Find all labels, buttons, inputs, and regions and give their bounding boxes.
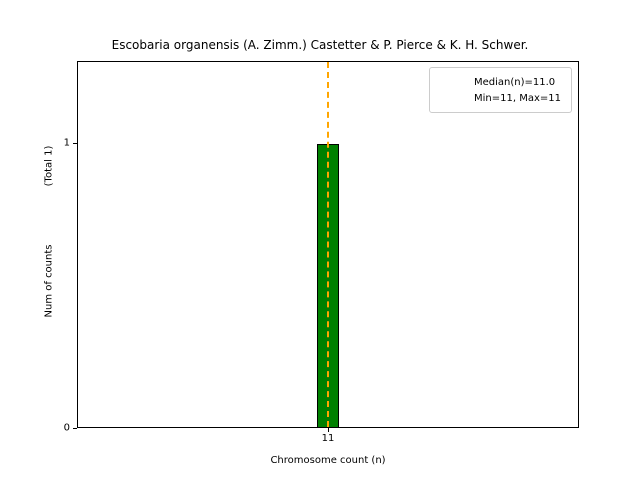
x-tick-label-11: 11 (321, 433, 335, 444)
median-line (327, 62, 329, 427)
y-tick-mark-1 (73, 143, 77, 145)
y-tick-label-1: 1 (63, 137, 70, 149)
plot-area (77, 61, 579, 428)
legend-label-minmax: Min=11, Max=11 (474, 92, 561, 104)
y-tick-mark-0 (73, 428, 77, 429)
y-tick-label-0: 0 (63, 422, 70, 434)
y-axis-label: Num of counts (43, 244, 55, 318)
legend-entry-median: Median(n)=11.0 (438, 74, 561, 90)
legend-entry-minmax: Min=11, Max=11 (438, 90, 561, 106)
chart-title: Escobaria organensis (A. Zimm.) Castette… (111, 38, 529, 52)
x-axis-label: Chromosome count (n) (270, 455, 386, 466)
legend-label-median: Median(n)=11.0 (474, 76, 556, 88)
x-tick-mark-11 (328, 428, 329, 432)
y-axis-label-total: (Total 1) (43, 145, 55, 187)
legend: Median(n)=11.0 Min=11, Max=11 (429, 67, 572, 113)
